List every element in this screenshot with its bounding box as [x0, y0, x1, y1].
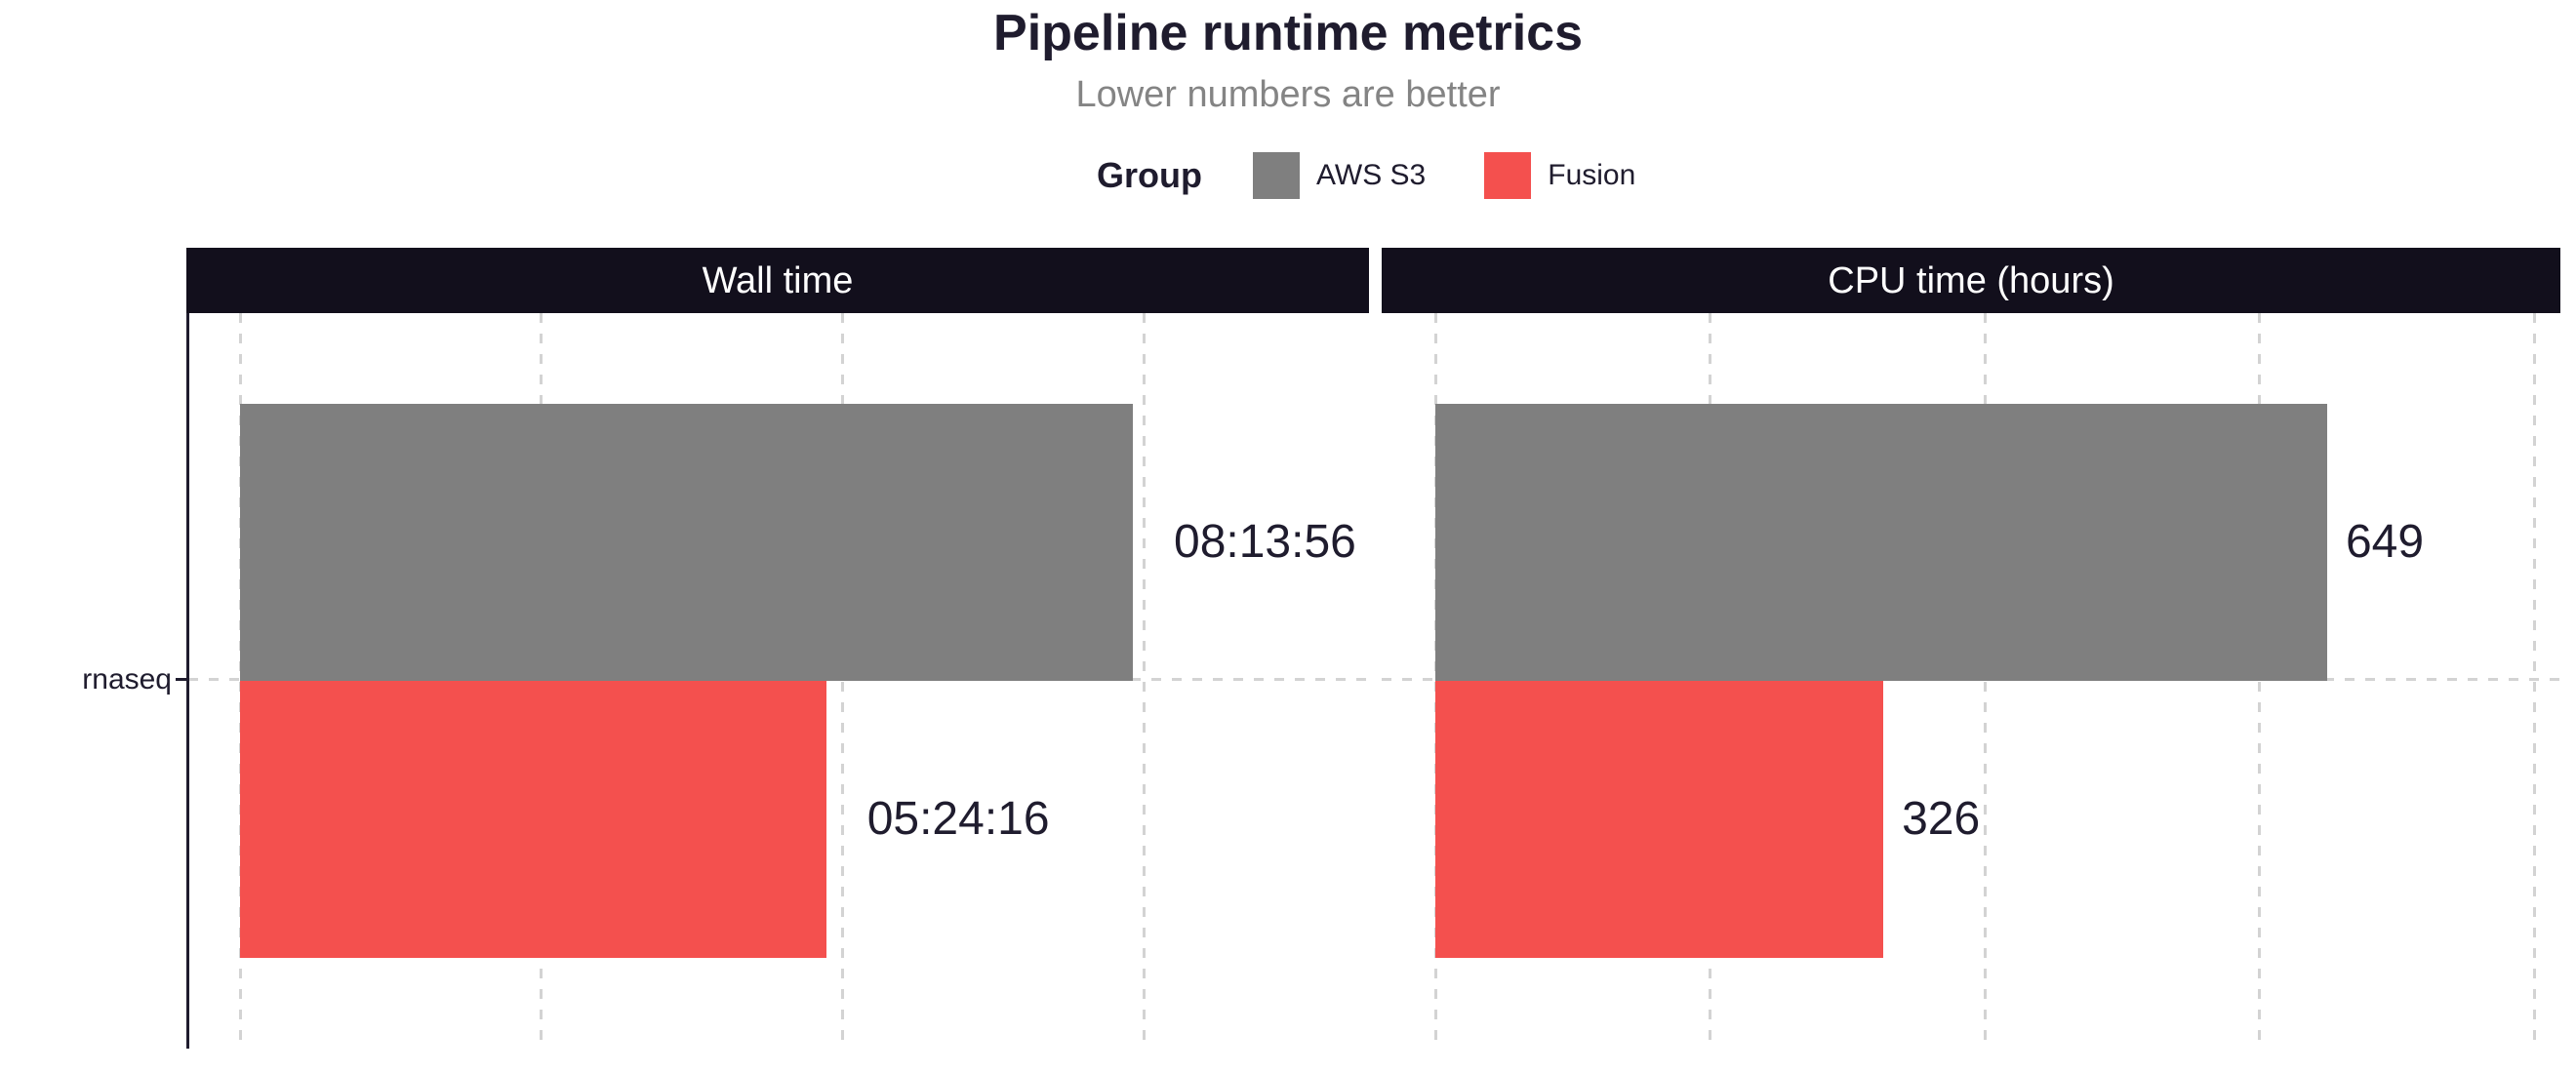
chart-title: Pipeline runtime metrics: [993, 5, 1583, 61]
facet-strip-cpu-time: CPU time (hours): [1382, 248, 2560, 313]
bar-fusion: [1435, 681, 1884, 958]
y-axis-line: [186, 313, 189, 1049]
gridline-vertical: [2533, 313, 2537, 1049]
bar-value-label: 05:24:16: [866, 793, 1050, 845]
legend-label-aws-s3: AWS S3: [1315, 159, 1427, 191]
facet-strip-wall-time-label: Wall time: [702, 259, 854, 301]
bar-value-label: 649: [2345, 516, 2425, 568]
legend: Group AWS S3 Fusion: [1097, 151, 1635, 200]
gridline-vertical: [1142, 313, 1146, 1049]
legend-title: Group: [1097, 155, 1202, 195]
y-axis-tick: [176, 678, 187, 681]
facet-strip-wall-time: Wall time: [186, 248, 1369, 313]
bar-aws-s3: [240, 404, 1133, 681]
bar-fusion: [240, 681, 826, 958]
legend-swatch-aws-s3: [1252, 152, 1300, 199]
gridline-vertical: [2258, 313, 2262, 1049]
gridline-vertical: [841, 313, 844, 1049]
bar-value-label: 326: [1902, 793, 1981, 845]
legend-label-fusion: Fusion: [1548, 159, 1636, 191]
gridline-vertical: [1983, 313, 1987, 1049]
y-axis-category-label: rnaseq: [82, 663, 172, 695]
chart-subtitle: Lower numbers are better: [1075, 74, 1501, 115]
bar-aws-s3: [1435, 404, 2327, 681]
bar-value-label: 08:13:56: [1174, 516, 1356, 568]
facet-strip-cpu-time-label: CPU time (hours): [1828, 259, 2114, 301]
legend-swatch-fusion: [1484, 152, 1532, 199]
